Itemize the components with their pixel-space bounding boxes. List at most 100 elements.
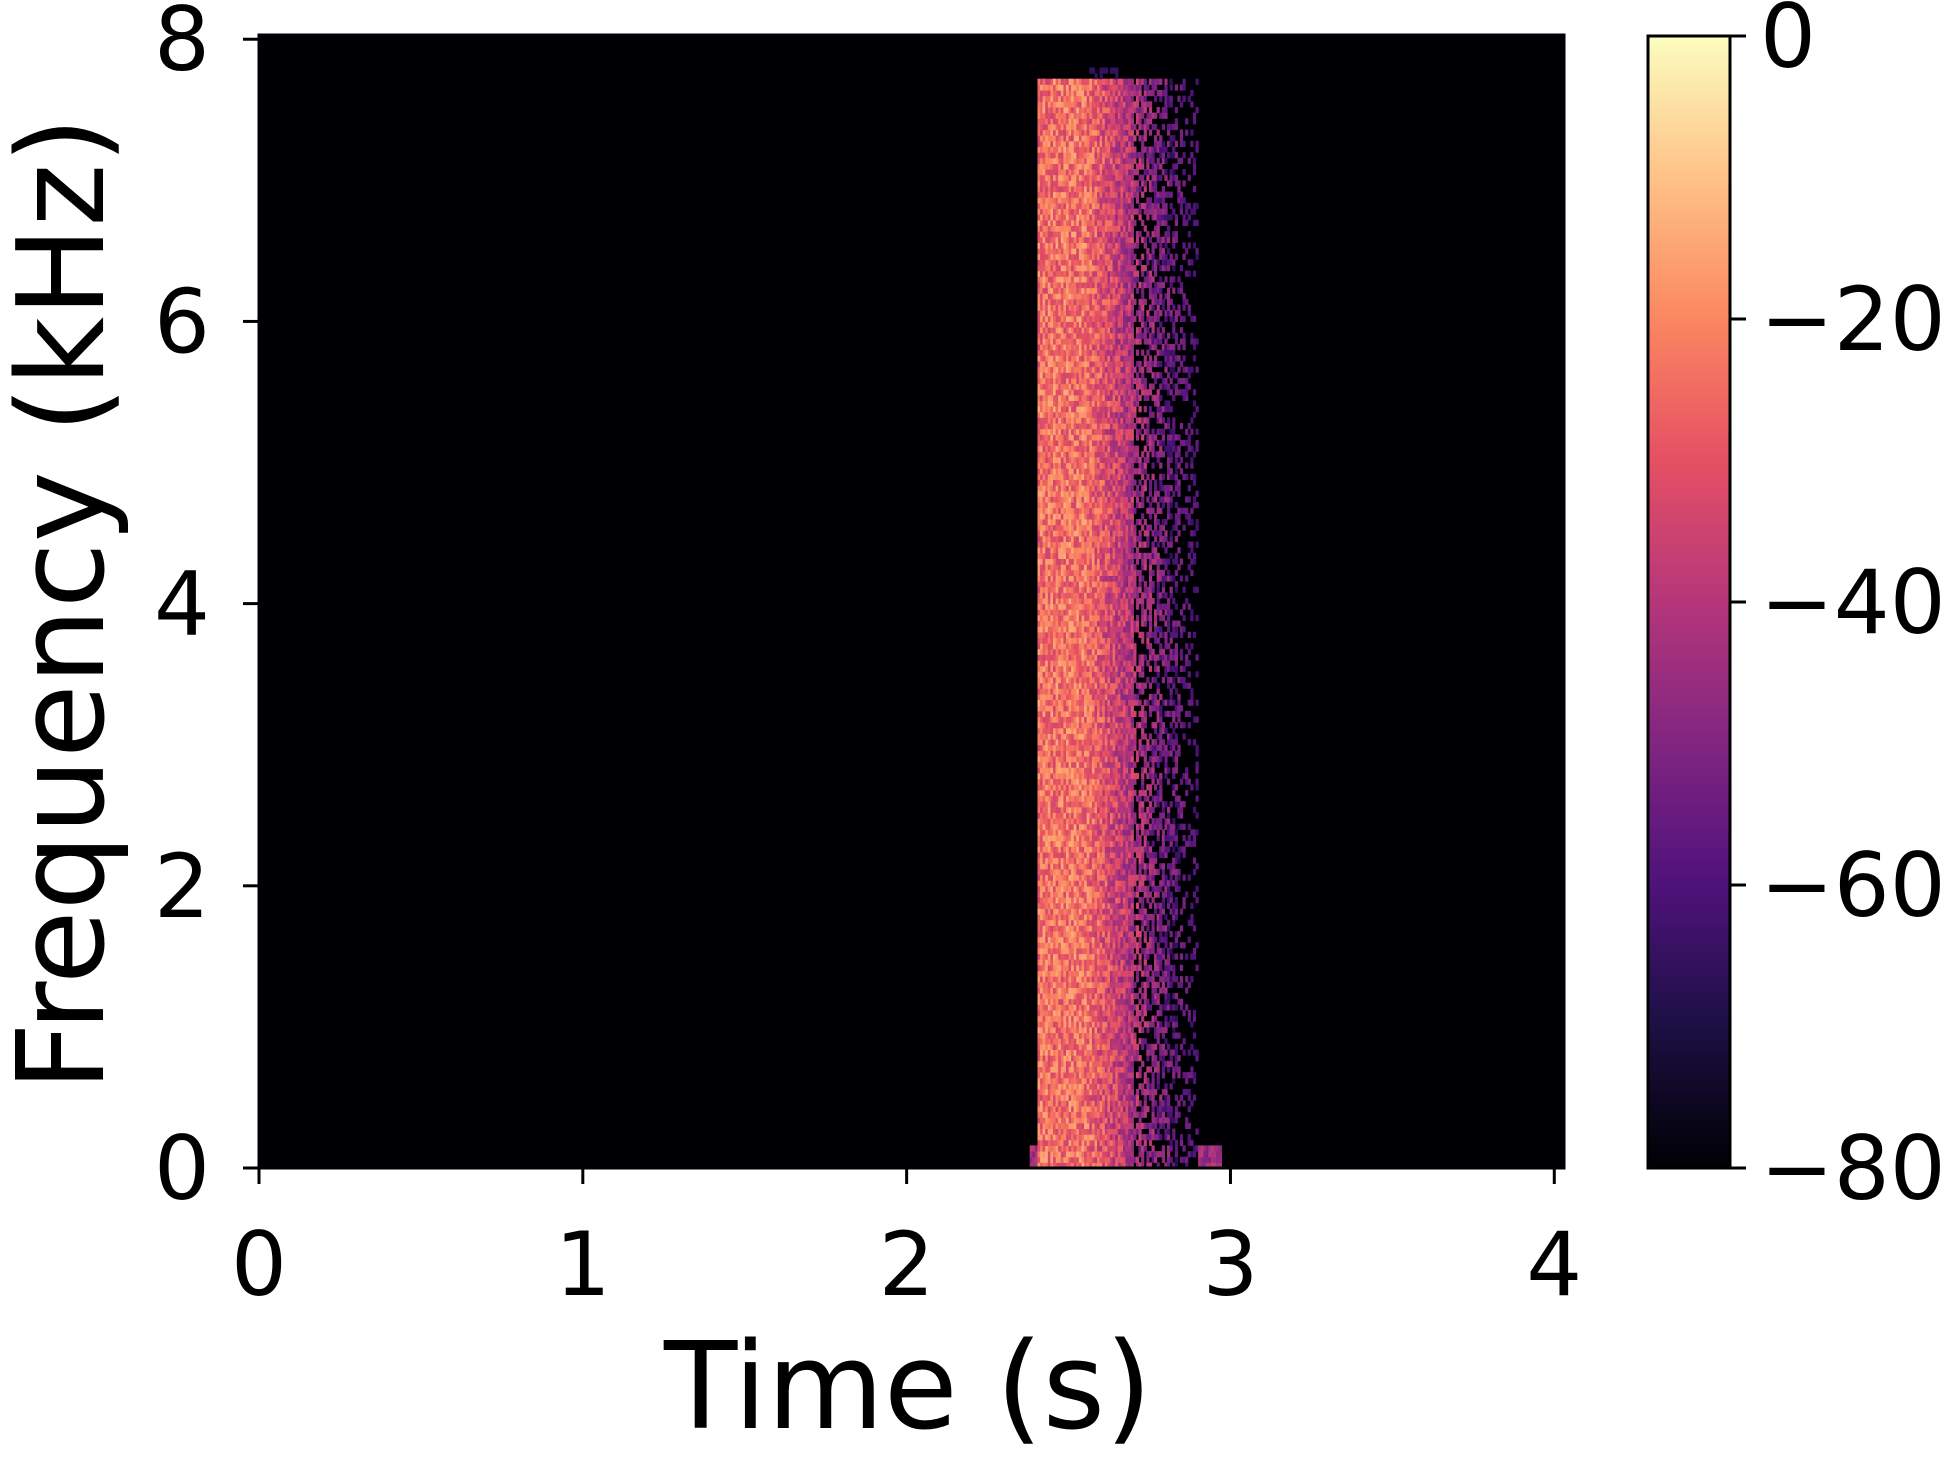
heatmap-cell [1060, 581, 1064, 588]
heatmap-cell [1042, 1122, 1046, 1129]
heatmap-cell [1076, 434, 1080, 441]
heatmap-cell [1089, 953, 1093, 960]
heatmap-cell [1081, 626, 1085, 633]
heatmap-cell [1102, 366, 1106, 373]
heatmap-cell [1047, 129, 1051, 136]
heatmap-cell [1045, 157, 1049, 164]
heatmap-cell [1047, 970, 1051, 977]
heatmap-cell [1037, 767, 1041, 774]
heatmap-cell [1091, 439, 1096, 447]
heatmap-cell [1063, 157, 1067, 164]
heatmap-cell [1102, 1117, 1106, 1124]
heatmap-cell [1060, 851, 1064, 859]
heatmap-cell [1086, 530, 1090, 537]
heatmap-cell [1099, 818, 1103, 825]
heatmap-cell [1047, 710, 1051, 717]
heatmap-cell [1099, 1010, 1103, 1017]
heatmap-cell [1097, 823, 1101, 830]
heatmap-cell [1076, 569, 1080, 576]
heatmap-cell [1078, 552, 1083, 559]
heatmap-cell [1047, 671, 1051, 678]
heatmap-cell [1040, 908, 1044, 915]
heatmap-cell [1099, 727, 1103, 734]
heatmap-cell [1086, 993, 1090, 1000]
heatmap-cell [1068, 806, 1072, 813]
heatmap-cell [1047, 964, 1051, 971]
heatmap-cell [1099, 789, 1103, 797]
heatmap-cell [1086, 1111, 1090, 1118]
heatmap-cell [1084, 406, 1088, 413]
heatmap-cell [1091, 1038, 1096, 1045]
heatmap-cell [1068, 772, 1072, 780]
heatmap-cell [1037, 744, 1041, 751]
heatmap-cell [1081, 682, 1085, 689]
heatmap-cell [1078, 84, 1083, 91]
heatmap-cell [1071, 1151, 1075, 1158]
heatmap-cell [1047, 1049, 1051, 1056]
heatmap-cell [1099, 1089, 1103, 1096]
heatmap-cell [1089, 772, 1093, 780]
heatmap-cell [1060, 671, 1064, 678]
heatmap-cell [1037, 733, 1041, 740]
heatmap-cell [1037, 135, 1041, 142]
heatmap-cell [1078, 112, 1083, 119]
heatmap-cell [1045, 575, 1049, 582]
heatmap-cell [1076, 970, 1080, 977]
heatmap-cell [1076, 806, 1080, 813]
heatmap-cell [1063, 1100, 1067, 1107]
heatmap-cell [1045, 727, 1049, 734]
heatmap-cell [1055, 716, 1059, 723]
heatmap-cell [1055, 812, 1059, 819]
heatmap-cell [1071, 1049, 1075, 1056]
heatmap-cell [1073, 784, 1077, 791]
heatmap-cell [1037, 648, 1041, 655]
heatmap-cell [1055, 643, 1059, 650]
heatmap-cell [1068, 733, 1072, 740]
heatmap-cell [1089, 157, 1093, 164]
heatmap-cell [1047, 389, 1051, 396]
heatmap-cell [1045, 620, 1049, 627]
heatmap-cell [1073, 1072, 1077, 1079]
heatmap-cell [1050, 710, 1054, 717]
heatmap-cell [1086, 851, 1090, 859]
heatmap-cell [1055, 976, 1059, 983]
heatmap-cell [1037, 835, 1041, 842]
heatmap-cell [1058, 897, 1062, 904]
heatmap-cell [1053, 1145, 1057, 1152]
heatmap-cell [1091, 705, 1096, 712]
heatmap-cell [1099, 784, 1103, 791]
heatmap-cell [1094, 445, 1098, 452]
heatmap-cell [1094, 101, 1098, 108]
heatmap-cell [1089, 95, 1093, 102]
heatmap-cell [1058, 964, 1062, 971]
heatmap-cell [1081, 400, 1085, 407]
heatmap-cell [1097, 507, 1101, 514]
heatmap-cell [1047, 840, 1051, 847]
heatmap-cell [1042, 925, 1046, 932]
heatmap-cell [1058, 78, 1062, 85]
heatmap-cell [1081, 603, 1085, 610]
heatmap-cell [1045, 784, 1049, 791]
heatmap-cell [1037, 281, 1041, 289]
heatmap-cell [1055, 101, 1059, 108]
heatmap-cell [1055, 705, 1059, 712]
heatmap-cell [1068, 722, 1072, 729]
heatmap-cell [1037, 981, 1041, 988]
heatmap-cell [1099, 73, 1103, 80]
heatmap-cell [1045, 1094, 1049, 1101]
heatmap-cell [1081, 942, 1085, 949]
heatmap-cell [1063, 541, 1067, 548]
heatmap-cell [1097, 722, 1101, 729]
heatmap-cell [1042, 846, 1046, 853]
heatmap-cell [1084, 535, 1088, 543]
heatmap-cell [1073, 767, 1077, 774]
heatmap-cell [1076, 321, 1080, 328]
heatmap-cell [1058, 710, 1062, 717]
heatmap-cell [1058, 767, 1062, 774]
heatmap-cell [1078, 1094, 1083, 1101]
heatmap-cell [1040, 733, 1044, 740]
heatmap-cell [1102, 863, 1106, 870]
heatmap-cell [1047, 1145, 1051, 1152]
heatmap-cell [1086, 964, 1090, 971]
heatmap-cell [1040, 818, 1044, 825]
